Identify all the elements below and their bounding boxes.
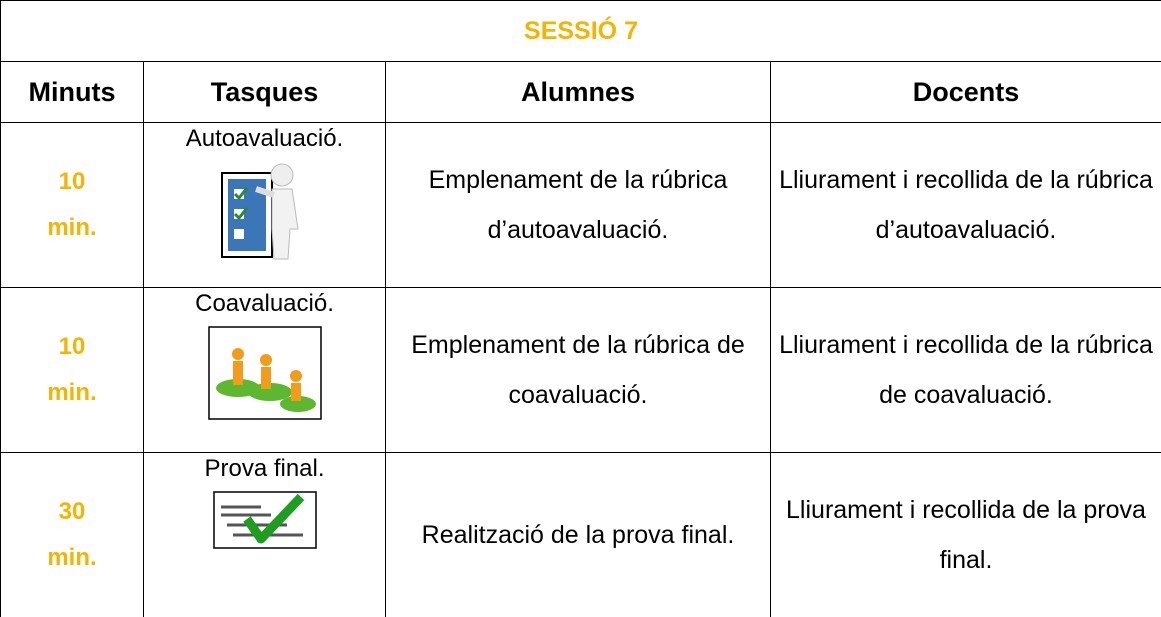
task: Prova final. bbox=[144, 455, 385, 483]
check-icon bbox=[213, 491, 317, 549]
header: Minuts bbox=[1, 62, 144, 123]
students-task: Emplenament de la rúbrica de coavaluació… bbox=[408, 320, 748, 420]
header: Docents bbox=[771, 62, 1161, 123]
teachers-task: Lliurament i recollida de la prova final… bbox=[779, 485, 1154, 585]
teachers-task: Lliurament i recollida de la rúbrica d’a… bbox=[779, 155, 1154, 255]
self-eval-icon bbox=[220, 161, 310, 261]
minutes: 10 min. bbox=[37, 324, 107, 416]
minutes: 30 min. bbox=[37, 489, 107, 581]
header: Tasques bbox=[144, 62, 386, 123]
task: Autoavaluació. bbox=[144, 125, 385, 153]
task: Coavaluació. bbox=[144, 290, 385, 318]
co-eval-icon bbox=[208, 326, 322, 420]
table-title: SESSIÓ 7 bbox=[1, 1, 1161, 62]
teachers-task: Lliurament i recollida de la rúbrica de … bbox=[779, 320, 1154, 420]
minutes: 10 min. bbox=[37, 159, 107, 251]
students-task: Emplenament de la rúbrica d’autoavaluaci… bbox=[408, 155, 748, 255]
students-task: Realització de la prova final. bbox=[422, 510, 735, 560]
header: Alumnes bbox=[386, 62, 771, 123]
